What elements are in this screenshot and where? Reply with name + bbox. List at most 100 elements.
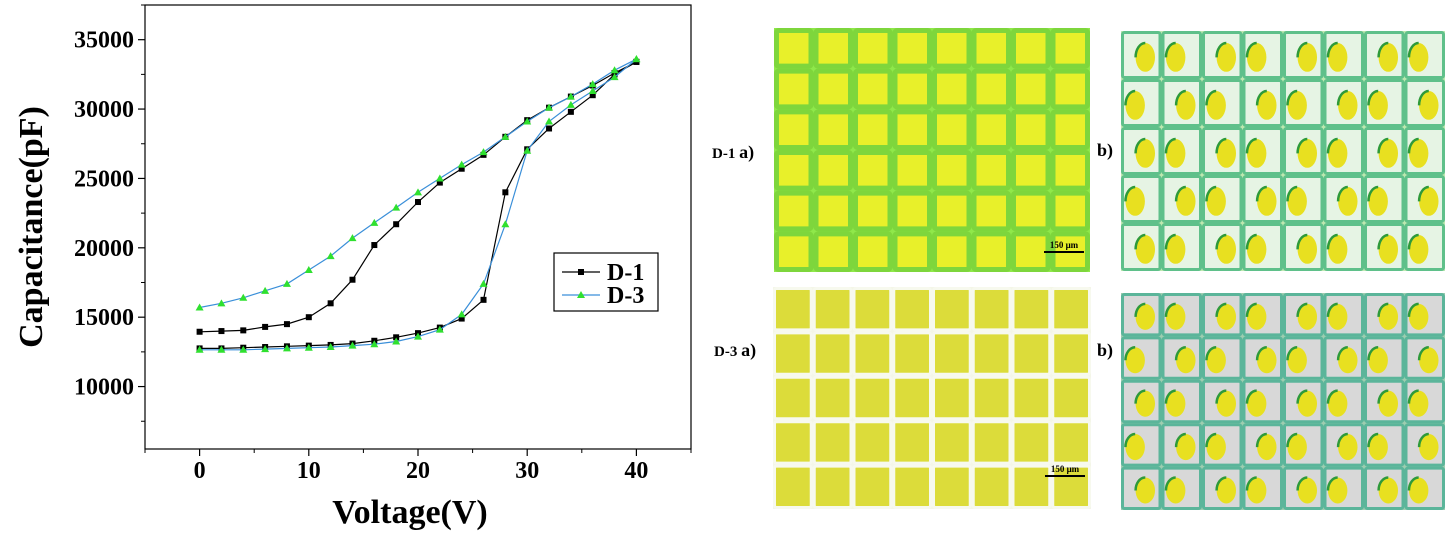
- pixel-cell: [971, 150, 1011, 191]
- pixel-cell: [932, 375, 972, 421]
- oil-droplet: [1165, 235, 1186, 264]
- data-point: [589, 92, 596, 99]
- data-point: [370, 218, 379, 226]
- oil-droplet: [1408, 477, 1429, 504]
- pixel-cell: [774, 231, 814, 272]
- oil-droplet: [1216, 303, 1237, 330]
- pixel-cell: [892, 231, 932, 272]
- oil-droplet: [1297, 477, 1318, 504]
- oil-droplet: [1327, 477, 1348, 504]
- oil-droplet: [1408, 303, 1429, 330]
- data-point: [610, 73, 619, 81]
- data-point: [414, 332, 422, 340]
- pixel-cell: [853, 190, 893, 232]
- pixel-cell: [892, 464, 932, 509]
- oil-droplet: [1246, 139, 1267, 168]
- droplet-edge: [1417, 346, 1429, 361]
- droplet-edge: [1407, 302, 1419, 317]
- data-point: [327, 300, 334, 307]
- oil-droplet: [1125, 187, 1145, 216]
- pixel-cell: [1051, 331, 1091, 376]
- droplet-edge: [1286, 346, 1298, 361]
- droplet-edge: [1326, 41, 1338, 58]
- data-point: [414, 188, 422, 196]
- x-tick-label: 40: [624, 458, 648, 484]
- droplet-edge: [1286, 432, 1298, 448]
- droplet-edge: [1205, 346, 1217, 361]
- pixel-cell: [892, 375, 932, 421]
- micrograph-d3-b: [1121, 293, 1445, 510]
- droplet-edge: [1326, 476, 1338, 491]
- x-tick-label: 10: [297, 458, 321, 484]
- oil-droplet: [1327, 390, 1348, 417]
- series-group: [195, 55, 641, 353]
- pixel-cell: [932, 464, 972, 509]
- droplet-edge: [1124, 432, 1136, 448]
- oil-droplet: [1297, 303, 1318, 330]
- droplet-edge: [1164, 302, 1176, 317]
- data-point: [305, 314, 312, 321]
- data-point: [393, 221, 400, 228]
- y-tick-label: 15000: [74, 305, 134, 331]
- droplet-edge: [1124, 89, 1136, 106]
- droplet-edge: [1215, 233, 1227, 250]
- droplet-edge: [1245, 137, 1257, 154]
- droplet-edge: [1326, 302, 1338, 317]
- oil-droplet: [1135, 43, 1156, 72]
- pixel-cell: [932, 331, 972, 376]
- oil-droplet: [1165, 390, 1186, 417]
- oil-droplet: [1135, 139, 1156, 168]
- data-point: [632, 55, 641, 63]
- droplet-edge: [1245, 476, 1257, 491]
- data-point: [392, 203, 401, 211]
- data-point: [239, 345, 248, 353]
- pixel-cell: [892, 28, 932, 69]
- droplet-edge: [1417, 89, 1429, 106]
- pixel-cell: [892, 190, 932, 232]
- pixel-cell: [773, 375, 813, 421]
- oil-droplet: [1378, 43, 1399, 72]
- oil-droplet: [1246, 390, 1267, 417]
- pixel-cell: [892, 150, 932, 191]
- oil-droplet: [1135, 303, 1156, 330]
- droplet-edge: [1336, 89, 1348, 106]
- pixel-cell: [1050, 109, 1090, 151]
- data-point: [282, 279, 291, 287]
- oil-droplet: [1125, 434, 1145, 461]
- scale-bar-d1: 150 μm: [1044, 240, 1084, 253]
- pixel-cell: [1011, 150, 1051, 191]
- data-point: [261, 286, 270, 294]
- oil-droplet: [1378, 139, 1399, 168]
- oil-droplet: [1206, 347, 1226, 374]
- oil-droplet: [1216, 43, 1237, 72]
- oil-droplet: [1246, 477, 1267, 504]
- data-point: [262, 323, 269, 330]
- pixel-cell: [813, 28, 853, 69]
- oil-droplet: [1297, 235, 1318, 264]
- data-point: [218, 328, 225, 335]
- pixel-cell: [852, 464, 893, 509]
- oil-droplet: [1419, 187, 1439, 216]
- data-point: [523, 117, 532, 125]
- data-point: [348, 234, 357, 242]
- pixel-cell: [971, 231, 1011, 272]
- droplet-edge: [1336, 185, 1348, 202]
- x-tick-label: 20: [406, 458, 430, 484]
- droplet-edge: [1215, 41, 1227, 58]
- pixel-cell: [932, 231, 972, 272]
- pixel-cell: [774, 190, 814, 232]
- droplet-edge: [1255, 185, 1267, 202]
- pixel-cell: [1011, 464, 1052, 509]
- droplet-edge: [1407, 389, 1419, 404]
- pixel-cell: [1011, 28, 1051, 69]
- pixel-cell: [812, 331, 853, 376]
- oil-droplet: [1368, 187, 1388, 216]
- legend: D-1 D-3: [553, 252, 659, 312]
- y-tick-label: 35000: [74, 28, 134, 54]
- droplet-edge: [1215, 302, 1227, 317]
- data-point: [370, 340, 379, 348]
- data-point: [610, 66, 619, 74]
- axis-ticks: 0 10 20 30 40 10000 15000 20000 25000 30000 35000: [74, 4, 692, 484]
- pixel-cell: [1011, 190, 1051, 232]
- micrograph-d1-a: 150 μm: [774, 28, 1090, 272]
